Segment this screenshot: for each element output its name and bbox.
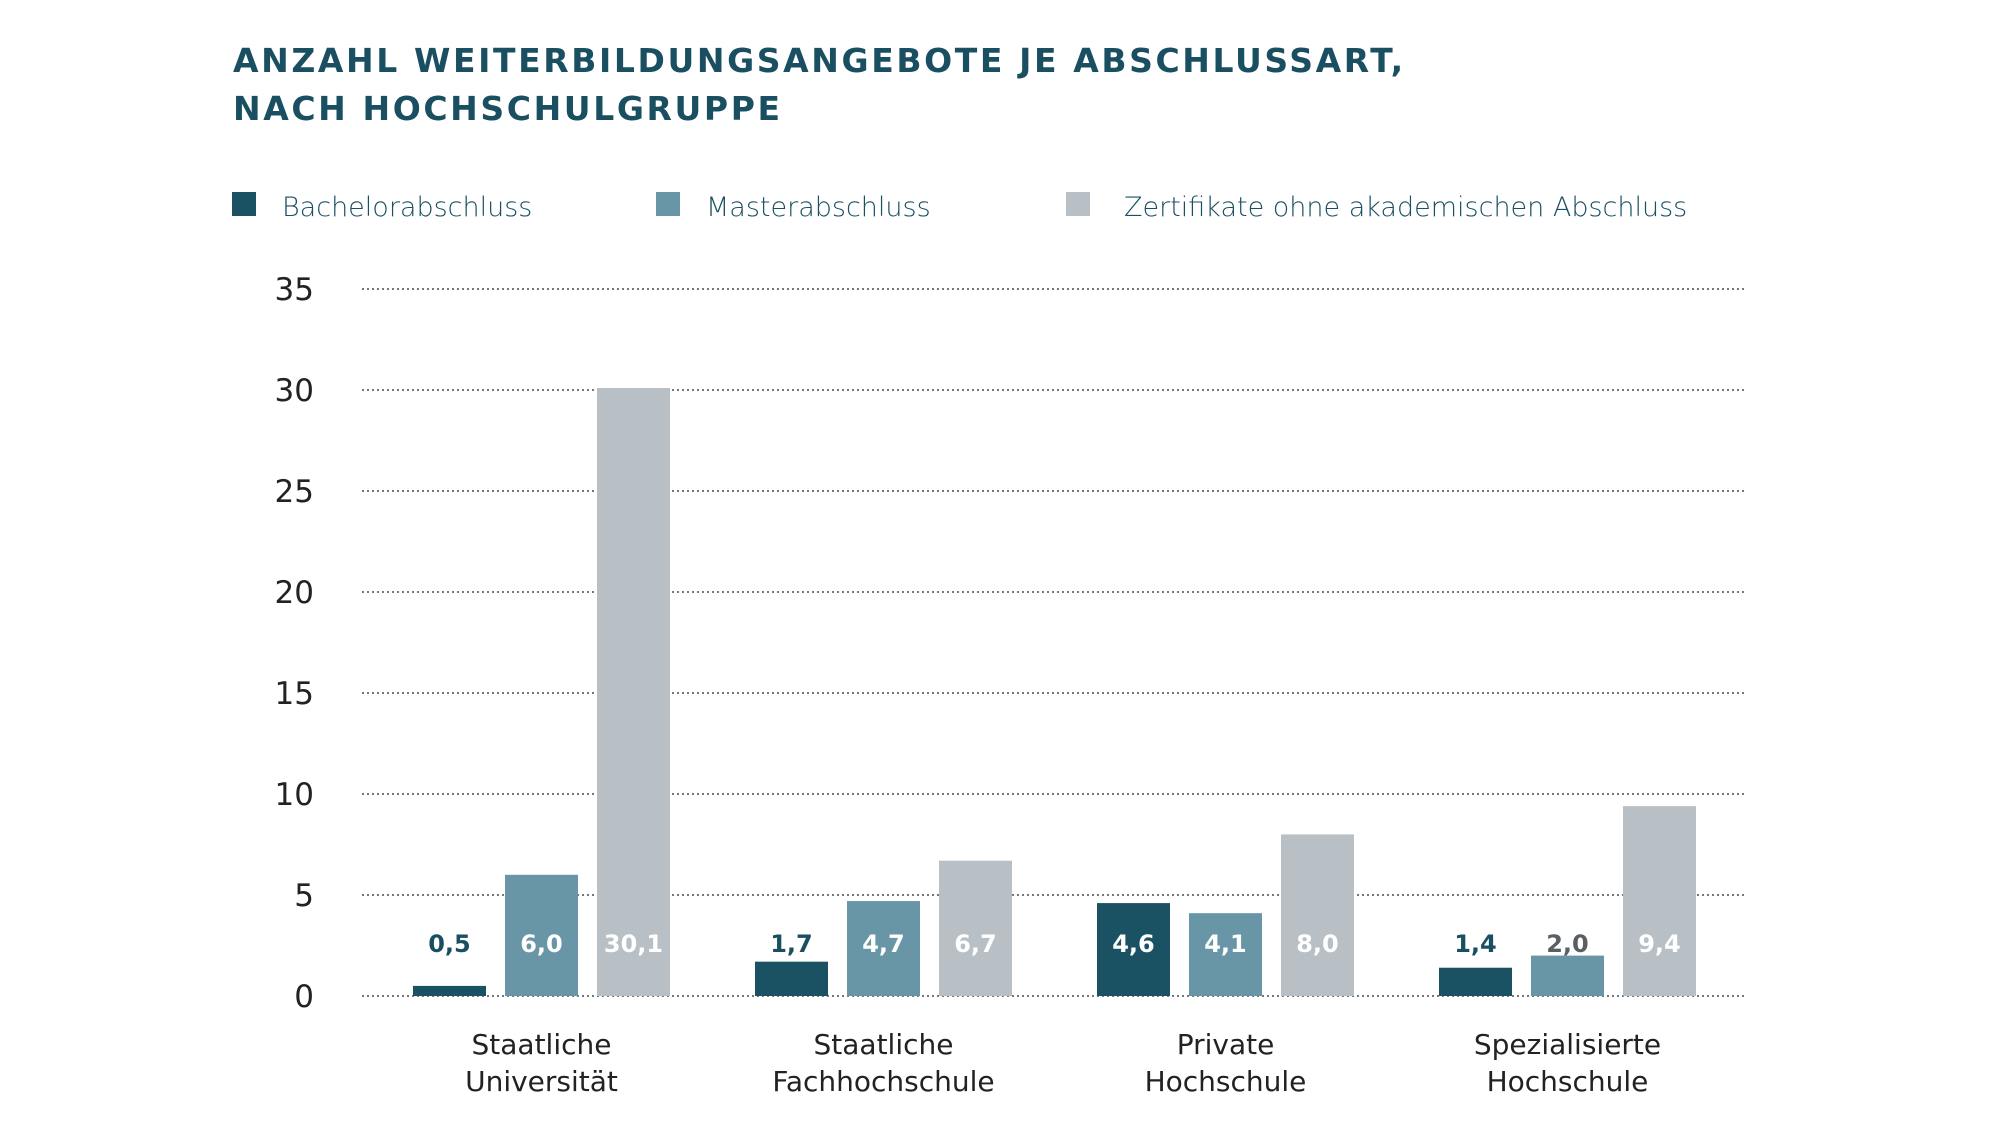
y-tick-label: 30 <box>275 373 314 409</box>
y-tick-label: 10 <box>275 777 314 813</box>
bar-bachelor <box>755 961 828 996</box>
legend-item-master: Masterabschluss <box>656 192 931 223</box>
y-tick-label: 25 <box>275 474 314 510</box>
x-tick-label: Hochschule <box>1145 1065 1307 1098</box>
data-label: 30,1 <box>604 930 663 958</box>
y-tick-label: 15 <box>275 676 314 712</box>
legend-label-bachelor: Bachelorabschluss <box>282 192 532 223</box>
legend-swatch-master <box>656 192 680 216</box>
x-tick-label: Hochschule <box>1487 1065 1649 1098</box>
data-label: 4,6 <box>1112 930 1155 958</box>
data-label: 1,7 <box>770 930 813 958</box>
chart-title: ANZAHL WEITERBILDUNGSANGEBOTE JE ABSCHLU… <box>233 41 1406 128</box>
x-tick-label: Private <box>1177 1028 1275 1061</box>
gridlines <box>362 288 1746 997</box>
chart-title-line-1: ANZAHL WEITERBILDUNGSANGEBOTE JE ABSCHLU… <box>233 41 1406 80</box>
bar-master <box>1189 913 1262 996</box>
bar-certificate <box>939 860 1012 996</box>
y-tick-label: 5 <box>294 878 314 914</box>
chart-title-line-2: NACH HOCHSCHULGRUPPE <box>233 89 783 128</box>
legend-label-master: Masterabschluss <box>706 192 931 223</box>
legend: Bachelorabschluss Masterabschluss Zertif… <box>232 192 1687 223</box>
bar-master <box>847 901 920 996</box>
y-tick-label: 20 <box>275 575 314 611</box>
bar-certificate <box>1623 806 1696 996</box>
x-tick-label: Universität <box>465 1065 618 1098</box>
data-labels: 0,5 6,0 30,1 1,7 4,7 6,7 4,6 4,1 8,0 1,4 2,0 9,4 <box>428 930 1681 958</box>
legend-swatch-certificate <box>1066 192 1090 216</box>
y-tick-label: 0 <box>294 979 314 1015</box>
bar-master <box>1531 955 1604 996</box>
y-tick-label: 35 <box>275 272 314 308</box>
x-axis: Staatliche Universität Staatliche Fachhochs… <box>465 1028 1661 1098</box>
x-tick-label: Fachhochschule <box>772 1065 994 1098</box>
x-tick-label: Staatliche <box>814 1028 954 1061</box>
data-label: 0,5 <box>428 930 471 958</box>
data-label: 2,0 <box>1546 930 1589 958</box>
data-label: 4,7 <box>862 930 905 958</box>
bar-bachelor <box>413 985 486 996</box>
data-label: 6,7 <box>954 930 997 958</box>
bar-bachelor <box>1097 903 1170 996</box>
legend-item-bachelor: Bachelorabschluss <box>232 192 532 223</box>
data-label: 6,0 <box>520 930 563 958</box>
data-label: 4,1 <box>1204 930 1247 958</box>
bars <box>413 387 1696 997</box>
x-tick-label: Staatliche <box>472 1028 612 1061</box>
bar-master <box>505 874 578 996</box>
legend-item-certificate: Zertifikate ohne akademischen Abschluss <box>1066 192 1687 223</box>
y-axis: 0 5 10 15 20 25 30 35 <box>275 272 314 1015</box>
data-label: 9,4 <box>1638 930 1681 958</box>
data-label: 8,0 <box>1296 930 1339 958</box>
x-tick-label: Spezialisierte <box>1474 1028 1661 1061</box>
bar-certificate <box>1281 834 1354 996</box>
legend-label-certificate: Zertifikate ohne akademischen Abschluss <box>1124 192 1687 223</box>
bar-certificate <box>597 387 670 997</box>
data-label: 1,4 <box>1454 930 1497 958</box>
legend-swatch-bachelor <box>232 192 256 216</box>
bar-bachelor <box>1439 967 1512 996</box>
